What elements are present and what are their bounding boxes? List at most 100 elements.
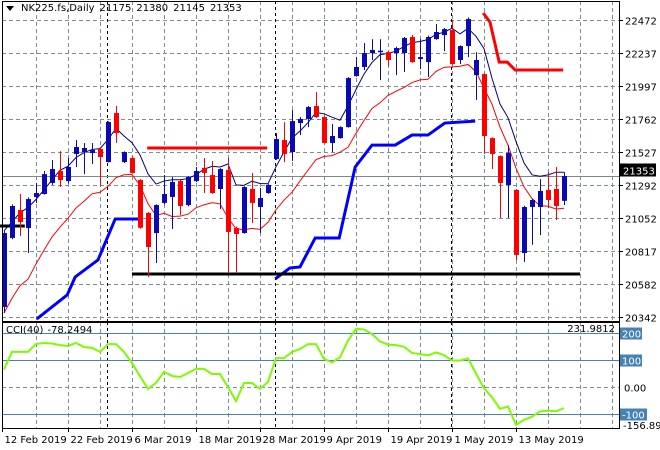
candle-body bbox=[50, 169, 55, 184]
x-tick-label: 6 Mar 2019 bbox=[135, 435, 192, 446]
candle-body bbox=[338, 127, 343, 139]
bull-candle bbox=[10, 204, 15, 240]
candle-body bbox=[2, 233, 7, 307]
bull-candle bbox=[402, 37, 407, 73]
candles bbox=[2, 17, 567, 313]
candle-body bbox=[370, 49, 375, 54]
candle-body bbox=[554, 188, 559, 207]
bear-candle bbox=[234, 226, 239, 273]
bear-candle bbox=[130, 156, 135, 174]
bear-candle bbox=[410, 35, 415, 63]
cci-label: CCI(40) bbox=[6, 325, 44, 336]
bear-candle bbox=[114, 106, 119, 143]
candle-body bbox=[66, 166, 71, 182]
bull-candle bbox=[378, 39, 383, 81]
bull-candle bbox=[346, 77, 351, 128]
bull-candle bbox=[306, 106, 311, 128]
candle-body bbox=[498, 156, 503, 184]
bull-candle bbox=[34, 183, 39, 203]
bear-candle bbox=[514, 188, 519, 260]
bear-candle bbox=[226, 158, 231, 273]
bull-candle bbox=[42, 171, 47, 195]
candle-body bbox=[258, 198, 263, 207]
bull-candle bbox=[258, 188, 263, 234]
price-panel-border bbox=[2, 1, 620, 322]
cci-header: CCI(40) -78.2494 bbox=[6, 325, 92, 336]
cci-level-label: -100 bbox=[622, 411, 645, 422]
candle-body bbox=[186, 177, 191, 206]
bull-candle bbox=[562, 172, 567, 206]
candle-body bbox=[530, 200, 535, 207]
bear-candle bbox=[146, 212, 151, 277]
bull-candle bbox=[538, 179, 543, 236]
candle-body bbox=[354, 66, 359, 77]
candle-body bbox=[290, 121, 295, 153]
bull-candle bbox=[330, 124, 335, 153]
y-tick-label: 20342 bbox=[625, 314, 657, 325]
cci-level-label: 0.00 bbox=[624, 384, 646, 395]
bull-candle bbox=[426, 35, 431, 78]
bear-candle bbox=[210, 160, 215, 194]
candle-body bbox=[162, 194, 167, 203]
candle-body bbox=[394, 48, 399, 54]
symbol-label: NK225.fs,Daily bbox=[21, 3, 95, 14]
candle-body bbox=[426, 37, 431, 63]
candle-body bbox=[266, 184, 271, 194]
cci-level-badge bbox=[620, 354, 642, 367]
bull-candle bbox=[66, 158, 71, 184]
candle-body bbox=[146, 212, 151, 248]
bull-candle bbox=[74, 140, 79, 167]
bull-candle bbox=[122, 151, 127, 164]
y-tick-label: 21052 bbox=[625, 215, 657, 226]
y-tick-label: 22237 bbox=[625, 50, 657, 61]
bull-candle bbox=[530, 198, 535, 245]
cci-range-top: 231.9812 bbox=[567, 324, 615, 335]
candle-body bbox=[114, 113, 119, 134]
cci-line bbox=[3, 327, 565, 427]
bull-candle bbox=[90, 142, 95, 165]
candle-body bbox=[466, 19, 471, 47]
candle-body bbox=[506, 153, 511, 185]
bear-candle bbox=[18, 194, 23, 236]
last-price-badge bbox=[620, 163, 656, 177]
candle-body bbox=[18, 210, 23, 223]
bull-candle bbox=[362, 43, 367, 71]
dropdown-triangle-icon[interactable] bbox=[6, 6, 14, 11]
candle-body bbox=[298, 119, 303, 124]
candle-body bbox=[218, 169, 223, 189]
bear-candle bbox=[202, 158, 207, 194]
x-tick-label: 13 May 2019 bbox=[519, 435, 584, 446]
candle-body bbox=[538, 190, 543, 207]
bull-candle bbox=[354, 57, 359, 77]
candle-body bbox=[386, 52, 391, 61]
candle-body bbox=[346, 78, 351, 128]
bull-candle bbox=[106, 121, 111, 163]
cci-panel bbox=[2, 327, 619, 427]
bull-candle bbox=[186, 176, 191, 207]
x-tick-label: 19 Apr 2019 bbox=[391, 435, 453, 446]
candle-body bbox=[434, 31, 439, 40]
bear-candle bbox=[554, 166, 559, 220]
candle-body bbox=[26, 199, 31, 229]
candle-body bbox=[514, 189, 519, 255]
bull-candle bbox=[338, 126, 343, 139]
bull-candle bbox=[26, 197, 31, 253]
last-price-label: 21353 bbox=[623, 167, 655, 178]
x-tick-label: 1 May 2019 bbox=[455, 435, 514, 446]
candle-body bbox=[210, 175, 215, 194]
candle-body bbox=[418, 57, 423, 60]
x-tick-label: 18 Mar 2019 bbox=[199, 435, 262, 446]
y-tick-label: 21997 bbox=[625, 83, 657, 94]
candle-body bbox=[122, 152, 127, 163]
candle-body bbox=[282, 140, 287, 154]
candle-body bbox=[442, 29, 447, 36]
candle-body bbox=[402, 37, 407, 54]
candle-body bbox=[250, 188, 255, 203]
candle-body bbox=[490, 138, 495, 154]
chart-header: NK225.fs,Daily 21175 21380 21145 21353 bbox=[6, 3, 242, 14]
candle-body bbox=[410, 37, 415, 63]
bear-candle bbox=[546, 171, 551, 208]
candle-body bbox=[274, 139, 279, 160]
